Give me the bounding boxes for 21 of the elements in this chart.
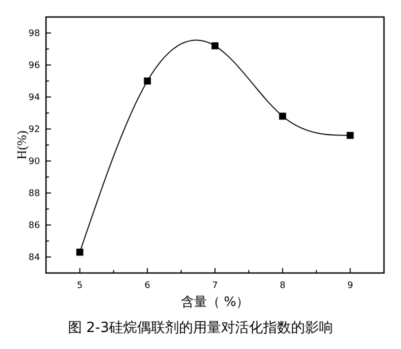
point: [144, 78, 151, 84]
x-tick-label: 6: [144, 281, 151, 291]
point: [212, 42, 218, 50]
point: [346, 132, 354, 139]
y-axis-title: H(%): [14, 130, 29, 160]
x-tick-label: 7: [212, 281, 218, 291]
x-tick-label: 5: [76, 281, 83, 291]
y-tick-label: 90: [28, 157, 40, 167]
x-tick-label: 8: [280, 281, 286, 291]
y-tick-label: 86: [28, 221, 40, 231]
y-tick-label: 84: [28, 253, 40, 263]
x-tick-label: 9: [347, 281, 354, 291]
y-tick-label: 88: [28, 189, 40, 199]
x-axis-title: 含量（ %）: [180, 295, 250, 310]
caption: 图 2-3硅烷偶联剂的用量对活化指数的影响: [68, 320, 334, 336]
point: [76, 248, 84, 256]
y-tick-label: 92: [28, 125, 40, 135]
point: [279, 112, 286, 120]
y-tick-label: 94: [28, 93, 40, 103]
y-tick-label: 96: [28, 61, 40, 71]
y-tick-label: 98: [28, 29, 40, 39]
